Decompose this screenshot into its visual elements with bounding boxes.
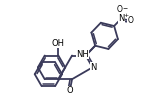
- Text: O: O: [117, 5, 123, 14]
- Text: N: N: [118, 14, 125, 23]
- Text: OH: OH: [52, 39, 65, 48]
- Text: −: −: [123, 5, 128, 10]
- Text: O: O: [67, 86, 73, 95]
- Text: NH: NH: [76, 50, 89, 59]
- Text: N: N: [90, 63, 96, 72]
- Text: O: O: [128, 16, 134, 25]
- Text: +: +: [123, 13, 128, 18]
